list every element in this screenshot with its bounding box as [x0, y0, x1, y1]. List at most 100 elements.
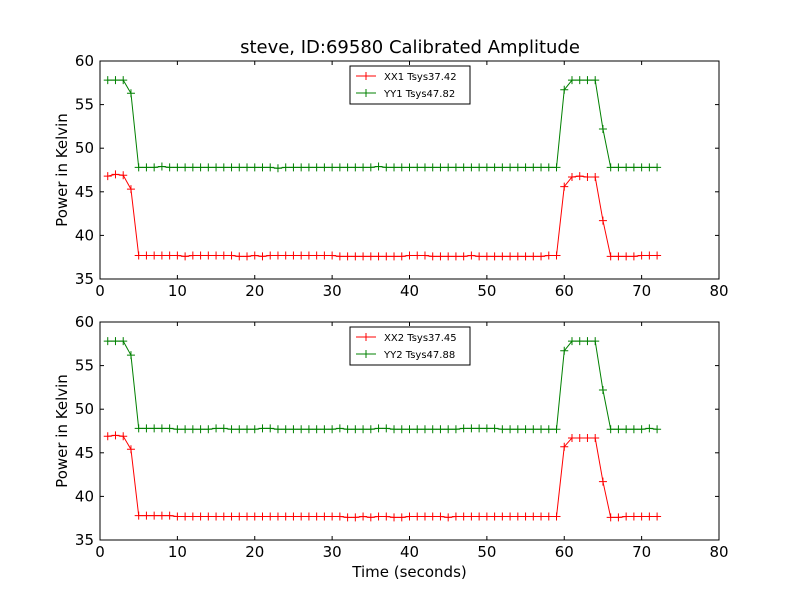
chart-1-series-0-point: [219, 512, 228, 521]
chart-1-legend-label: XX2 Tsys37.45: [384, 333, 457, 344]
chart-0-series-1-point: [645, 163, 654, 172]
chart-0-series-1-point: [150, 163, 159, 172]
chart-0-series-0-point: [444, 252, 453, 261]
chart-1-series-1-point: [212, 424, 221, 433]
chart-0-series-1-point: [506, 163, 515, 172]
chart-1-series-1-point: [405, 425, 414, 434]
top-chart: 0 10 20 30 40 50 60 70 80 35 40 45 50 55 60 Power in Ke…: [53, 52, 729, 300]
chart-0-series-0-point: [451, 252, 460, 261]
chart-1-series-0-point: [273, 512, 282, 521]
chart-0-series-0-point: [335, 252, 344, 261]
chart-1-series-1-point: [583, 337, 592, 346]
chart-0-series-1-point: [498, 163, 507, 172]
chart-1-series-1-point: [420, 425, 429, 434]
chart-1-series-0-point: [374, 512, 383, 521]
chart-1-series-0-point: [405, 512, 414, 521]
chart-0-series-1-point: [188, 163, 197, 172]
chart-0-series-0-point: [142, 251, 151, 260]
chart-0-series-1-point: [560, 85, 569, 94]
chart-0-series-1-point: [529, 163, 538, 172]
figure-title: steve, ID:69580 Calibrated Amplitude: [240, 37, 580, 58]
chart-1-series-0-point: [629, 512, 638, 521]
bottom-chart: 0 10 20 30 40 50 60 70 80 35 40 45 50 55 60 Power in Ke…: [53, 313, 729, 581]
chart-1-series-0-point: [428, 512, 437, 521]
chart-1-legend-marker: [362, 350, 370, 358]
chart-0-series-0-point: [629, 252, 638, 261]
chart-0-series-0-point: [521, 252, 530, 261]
chart-1-series-0-point: [606, 513, 615, 522]
chart-0-series-1-point: [212, 163, 221, 172]
chart-1-series-0-point: [560, 442, 569, 451]
chart-0-series-1-point: [227, 163, 236, 172]
chart-0-series-1-point: [266, 163, 275, 172]
chart-0-series-0-point: [273, 251, 282, 260]
chart-0-series-0-point: [513, 252, 522, 261]
chart-0-series-1-point: [181, 163, 190, 172]
chart-1-series-1-point: [181, 425, 190, 434]
chart-1-series-0-point: [142, 511, 151, 520]
chart-0-series-0-point: [297, 251, 306, 260]
chart-1-series-1-point: [513, 425, 522, 434]
chart-1-x-tick-label: 10: [168, 543, 187, 561]
chart-1-series-1-point: [413, 425, 422, 434]
chart-0-series-1-point: [219, 163, 228, 172]
chart-0-x-tick-label: 20: [245, 282, 264, 300]
chart-0-series-1-point: [304, 163, 313, 172]
chart-1-series-0-point: [467, 512, 476, 521]
chart-0-y-tick-label: 35: [75, 270, 94, 288]
chart-1-series-1-point: [397, 425, 406, 434]
chart-1-series-0-point: [281, 512, 290, 521]
chart-0-series-0-point: [420, 251, 429, 260]
chart-1-series-0-point: [111, 431, 120, 440]
chart-0-series-0-point: [598, 216, 607, 225]
chart-1-series-1-point: [219, 424, 228, 433]
chart-1-series-1-point: [598, 386, 607, 395]
chart-0-series-1-point: [475, 163, 484, 172]
chart-0-series-0-point: [235, 252, 244, 261]
chart-0-series-0-point: [560, 182, 569, 191]
chart-0-series-1-point: [343, 163, 352, 172]
chart-0-series-1-point: [390, 163, 399, 172]
chart-0-series-0-point: [645, 251, 654, 260]
chart-0-series-1-point: [629, 163, 638, 172]
chart-0-series-0-point: [498, 252, 507, 261]
chart-1-series-0-point: [188, 512, 197, 521]
chart-1-series-1-point: [188, 425, 197, 434]
chart-0-series-1-point: [366, 163, 375, 172]
chart-0-series-0-point: [490, 252, 499, 261]
chart-1-series-0-point: [653, 512, 662, 521]
chart-1-series-0-point: [351, 513, 360, 522]
chart-0-series-0-point: [119, 171, 128, 180]
chart-0-series-1-point: [490, 163, 499, 172]
chart-0-series-1-point: [312, 163, 321, 172]
chart-0-series-1-point: [126, 89, 135, 98]
chart-1-x-tick-label: 40: [400, 543, 419, 561]
chart-1-series-0-point: [212, 512, 221, 521]
chart-1-y-tick-label: 55: [75, 357, 94, 375]
chart-0-legend-label: YY1 Tsys47.82: [383, 89, 455, 100]
chart-1-series-1-point: [157, 424, 166, 433]
chart-1-series-0-point: [335, 512, 344, 521]
chart-1-series-1-point: [467, 424, 476, 433]
chart-0-series-1-point: [598, 125, 607, 134]
chart-1-series-1-point: [227, 425, 236, 434]
chart-1-legend-label: YY2 Tsys47.88: [383, 350, 455, 361]
chart-1-series-0-point: [359, 512, 368, 521]
chart-0-series-0-point: [320, 251, 329, 260]
chart-1-series-0-point: [598, 477, 607, 486]
chart-0-series-0-point: [359, 252, 368, 261]
chart-1-series-1-point: [119, 337, 128, 346]
chart-1-series-0-point: [397, 513, 406, 522]
chart-0-series-1-point: [142, 163, 151, 172]
chart-1-y-tick-label: 35: [75, 531, 94, 549]
chart-1-series-1-point: [173, 425, 182, 434]
chart-0-series-1-point: [567, 76, 576, 85]
chart-1-series-1-point: [359, 425, 368, 434]
chart-1-y-axis-label: Power in Kelvin: [53, 374, 71, 488]
chart-1-y-tick-label: 50: [75, 400, 94, 418]
chart-1-series-1-point: [374, 424, 383, 433]
chart-1-series-1-point: [645, 424, 654, 433]
chart-1-series-1-point: [537, 425, 546, 434]
chart-1-legend: [349, 326, 471, 366]
chart-1-series-0-point: [413, 512, 422, 521]
